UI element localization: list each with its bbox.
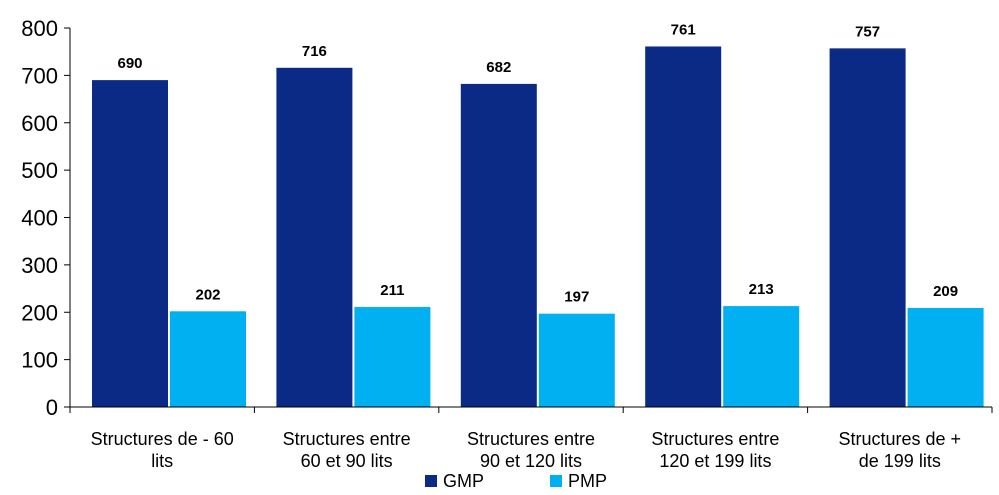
- x-category-label: Structures entre: [283, 429, 411, 449]
- bar-pmp-3: [538, 313, 615, 407]
- y-tick-label: 600: [21, 111, 58, 136]
- x-category-label: 120 et 199 lits: [659, 451, 771, 471]
- bar-gmp-5: [829, 48, 906, 408]
- bar-gmp-3: [460, 83, 537, 407]
- x-category-label: Structures de - 60: [91, 429, 234, 449]
- data-label-gmp-5: 757: [855, 23, 880, 40]
- legend-swatch-pmp: [550, 475, 562, 487]
- y-tick-label: 200: [21, 300, 58, 325]
- data-label-gmp-1: 690: [117, 55, 142, 72]
- data-label-pmp-5: 209: [933, 283, 958, 300]
- data-label-pmp-2: 211: [380, 282, 404, 299]
- bars: 690 202 716 211 682 197 761 213 757 209: [92, 21, 984, 408]
- bar-pmp-1: [170, 311, 246, 407]
- x-category-label: Structures entre: [467, 429, 595, 449]
- bar-pmp-4: [723, 306, 800, 407]
- bar-pmp-2: [354, 307, 431, 407]
- data-label-pmp-1: 202: [195, 286, 220, 303]
- data-label-gmp-3: 682: [486, 59, 511, 76]
- x-category-label: Structures de +: [839, 429, 962, 449]
- bar-pmp-5: [907, 307, 984, 407]
- data-label-gmp-4: 761: [671, 21, 696, 38]
- x-category-label: de 199 lits: [859, 451, 941, 471]
- y-tick-label: 400: [21, 206, 58, 231]
- y-tick-label: 700: [21, 63, 58, 88]
- legend-swatch-gmp: [425, 475, 437, 487]
- x-category-label: lits: [151, 451, 173, 471]
- bar-gmp-2: [276, 67, 353, 408]
- y-axis: 0 100 200 300 400 500 600 700 800: [21, 16, 71, 420]
- bar-gmp-4: [645, 46, 722, 407]
- legend: GMP PMP: [425, 471, 607, 491]
- x-category-label: Structures entre: [651, 429, 779, 449]
- x-category-label: 90 et 120 lits: [480, 451, 582, 471]
- x-category-label: 60 et 90 lits: [301, 451, 393, 471]
- bar-gmp-1: [92, 80, 168, 408]
- data-label-gmp-2: 716: [302, 43, 327, 60]
- data-label-pmp-3: 197: [564, 289, 589, 306]
- y-tick-label: 0: [46, 395, 58, 420]
- data-label-pmp-4: 213: [749, 281, 774, 298]
- y-tick-label: 800: [21, 16, 58, 41]
- y-tick-label: 300: [21, 253, 58, 278]
- legend-label-pmp: PMP: [568, 471, 607, 491]
- y-tick-label: 500: [21, 158, 58, 183]
- y-tick-label: 100: [21, 348, 58, 373]
- legend-label-gmp: GMP: [443, 471, 484, 491]
